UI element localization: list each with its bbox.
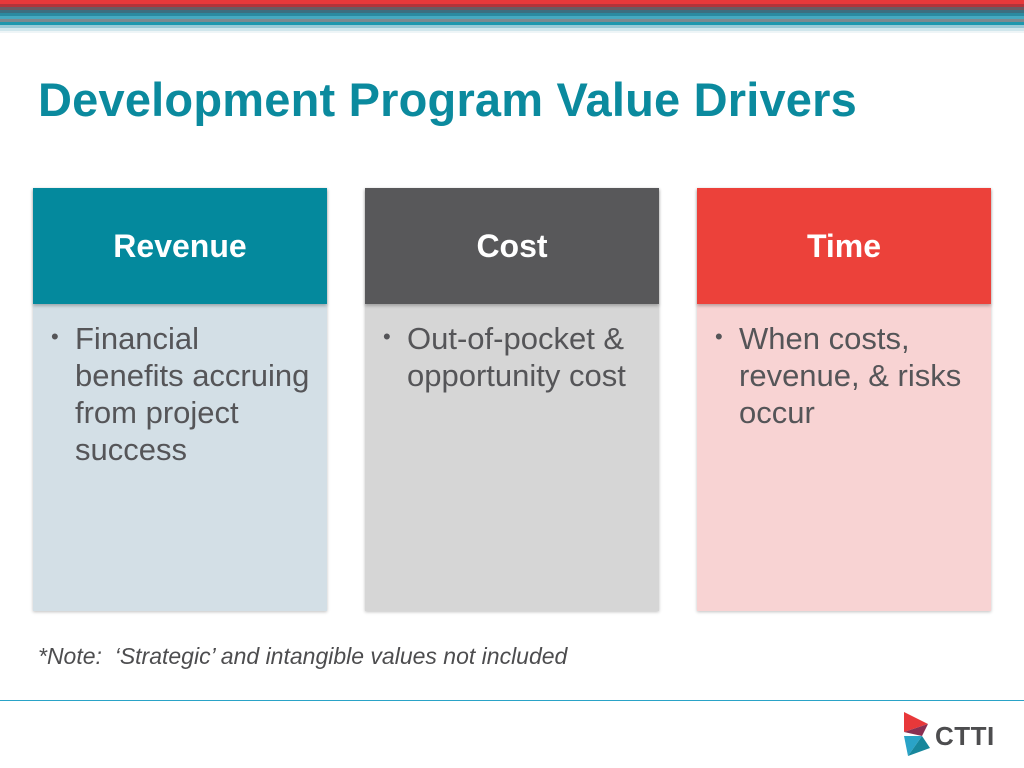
card-time: Time • When costs, revenue, & risks occu…: [697, 188, 991, 611]
bullet-item: • Out-of-pocket & opportunity cost: [365, 320, 659, 394]
card-revenue: Revenue • Financial benefits accruing fr…: [33, 188, 327, 611]
card-cost: Cost • Out-of-pocket & opportunity cost: [365, 188, 659, 611]
bullet-item: • When costs, revenue, & risks occur: [697, 320, 991, 431]
bullet-list: • Out-of-pocket & opportunity cost: [365, 304, 659, 394]
bullet-text: Out-of-pocket & opportunity cost: [407, 321, 626, 393]
ctti-logo: CTTI: [902, 710, 998, 760]
footnote: *Note: ‘Strategic’ and intangible values…: [38, 643, 568, 669]
top-stripe-band: [0, 0, 1024, 33]
bullet-dot-icon: •: [715, 324, 723, 349]
bullet-dot-icon: •: [383, 324, 391, 349]
card-header-time: Time: [697, 188, 991, 304]
bullet-list: • Financial benefits accruing from proje…: [33, 304, 327, 468]
bullet-text: When costs, revenue, & risks occur: [739, 321, 962, 430]
card-body-time: • When costs, revenue, & risks occur: [697, 304, 991, 611]
logo-wordmark: CTTI: [935, 721, 995, 751]
footer-divider: [0, 700, 1024, 701]
slide-title: Development Program Value Drivers: [38, 73, 857, 126]
bullet-dot-icon: •: [51, 324, 59, 349]
bullet-text: Financial benefits accruing from project…: [75, 321, 310, 467]
ctti-triangle-mark-icon: [904, 712, 930, 756]
card-header-revenue: Revenue: [33, 188, 327, 304]
bullet-list: • When costs, revenue, & risks occur: [697, 304, 991, 431]
bullet-item: • Financial benefits accruing from proje…: [33, 320, 327, 468]
card-body-cost: • Out-of-pocket & opportunity cost: [365, 304, 659, 611]
card-header-cost: Cost: [365, 188, 659, 304]
card-body-revenue: • Financial benefits accruing from proje…: [33, 304, 327, 611]
